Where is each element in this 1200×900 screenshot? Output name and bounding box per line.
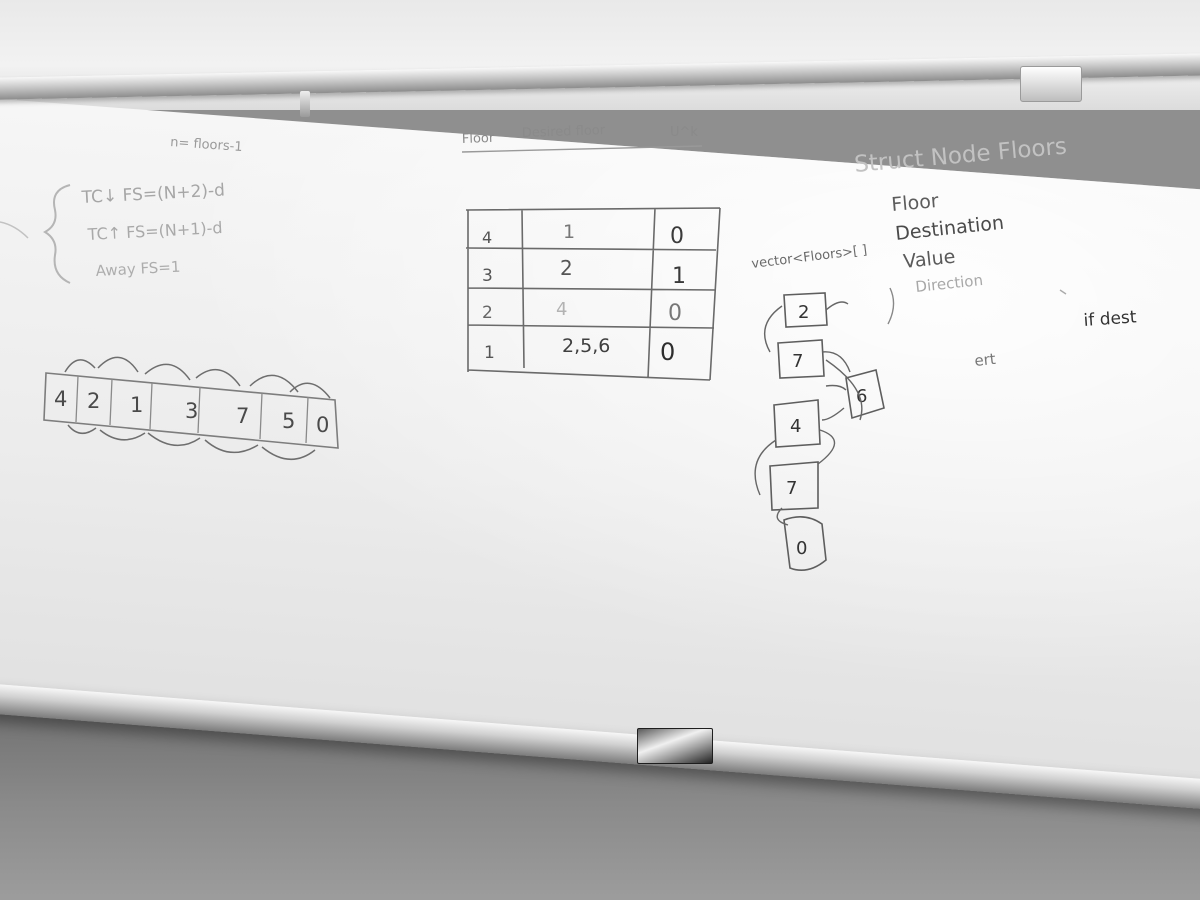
- row4-desired: 2,5,6: [562, 335, 610, 357]
- chain-cell-6: 5: [282, 409, 295, 433]
- struct-title: Struct Node Floors: [853, 133, 1068, 177]
- row1-floor: 4: [482, 228, 492, 247]
- floor-table: Floor Desired floor U^k 4 1 0 3 2 1 2 4 …: [461, 123, 721, 381]
- row2-desired: 2: [560, 256, 573, 280]
- chain-cell-2: 2: [87, 389, 100, 413]
- header-uk: U^k: [670, 125, 698, 140]
- row3-floor: 2: [482, 303, 493, 323]
- formula-line-2: TC↑ FS=(N+1)-d: [86, 218, 223, 244]
- formula-line-1: TC↓ FS=(N+2)-d: [80, 181, 225, 209]
- node-4: 4: [790, 416, 801, 437]
- rail-clip-small: [300, 91, 310, 117]
- field-direction: Direction: [915, 271, 984, 296]
- header-desired-floor: Desired floor: [522, 123, 606, 141]
- node-6: 0: [796, 538, 807, 559]
- header-underline: [461, 145, 703, 153]
- row2-floor: 3: [482, 266, 493, 286]
- chain-cell-7: 0: [316, 413, 329, 437]
- table-grid: [465, 207, 721, 381]
- row3-uk: 0: [668, 301, 682, 326]
- chain-cell-5: 7: [236, 404, 249, 428]
- row4-uk: 0: [660, 338, 675, 366]
- cell-chain: 4 2 1 3 7 5 0: [43, 356, 339, 460]
- note-ert: ert: [974, 350, 997, 370]
- formula-block: n= floors-1 TC↓ FS=(N+2)-d TC↑ FS=(N+1)-…: [0, 135, 243, 284]
- stray-mark: [0, 221, 29, 239]
- formula-line-3: Away FS=1: [95, 258, 181, 280]
- field-value: Value: [902, 246, 956, 273]
- node-links: [754, 301, 863, 526]
- struct-paren: [887, 287, 895, 325]
- node-1: 2: [798, 302, 809, 323]
- vector-label: vector<Floors>[ ]: [751, 243, 868, 272]
- chain-cell-4: 3: [185, 399, 198, 423]
- small-tick: [1059, 289, 1067, 295]
- chain-arcs-bottom: [67, 424, 316, 460]
- chain-outline: [43, 372, 339, 449]
- header-floor: Floor: [462, 131, 495, 147]
- chain-arcs-top: [64, 356, 331, 399]
- linked-node-diagram: 2 7 6 4 7 0: [754, 292, 885, 571]
- node-2: 7: [792, 351, 803, 372]
- row4-floor: 1: [484, 343, 495, 363]
- field-floor: Floor: [891, 190, 940, 216]
- formula-brace: [42, 184, 71, 284]
- rail-clip: [1020, 66, 1082, 102]
- n-definition: n= floors-1: [170, 135, 243, 155]
- row1-uk: 0: [670, 224, 684, 249]
- chain-cell-1: 4: [54, 387, 67, 411]
- row3-desired: 4: [556, 299, 567, 320]
- node-5: 7: [786, 478, 797, 499]
- node-3: 6: [856, 386, 867, 407]
- eraser: [637, 728, 713, 764]
- row1-desired: 1: [563, 221, 575, 243]
- note-if-dest: if dest: [1083, 307, 1137, 331]
- row2-uk: 1: [672, 264, 686, 289]
- field-destination: Destination: [894, 212, 1005, 245]
- struct-block: Struct Node Floors vector<Floors>[ ] Flo…: [751, 133, 1138, 369]
- chain-cell-3: 1: [130, 393, 143, 417]
